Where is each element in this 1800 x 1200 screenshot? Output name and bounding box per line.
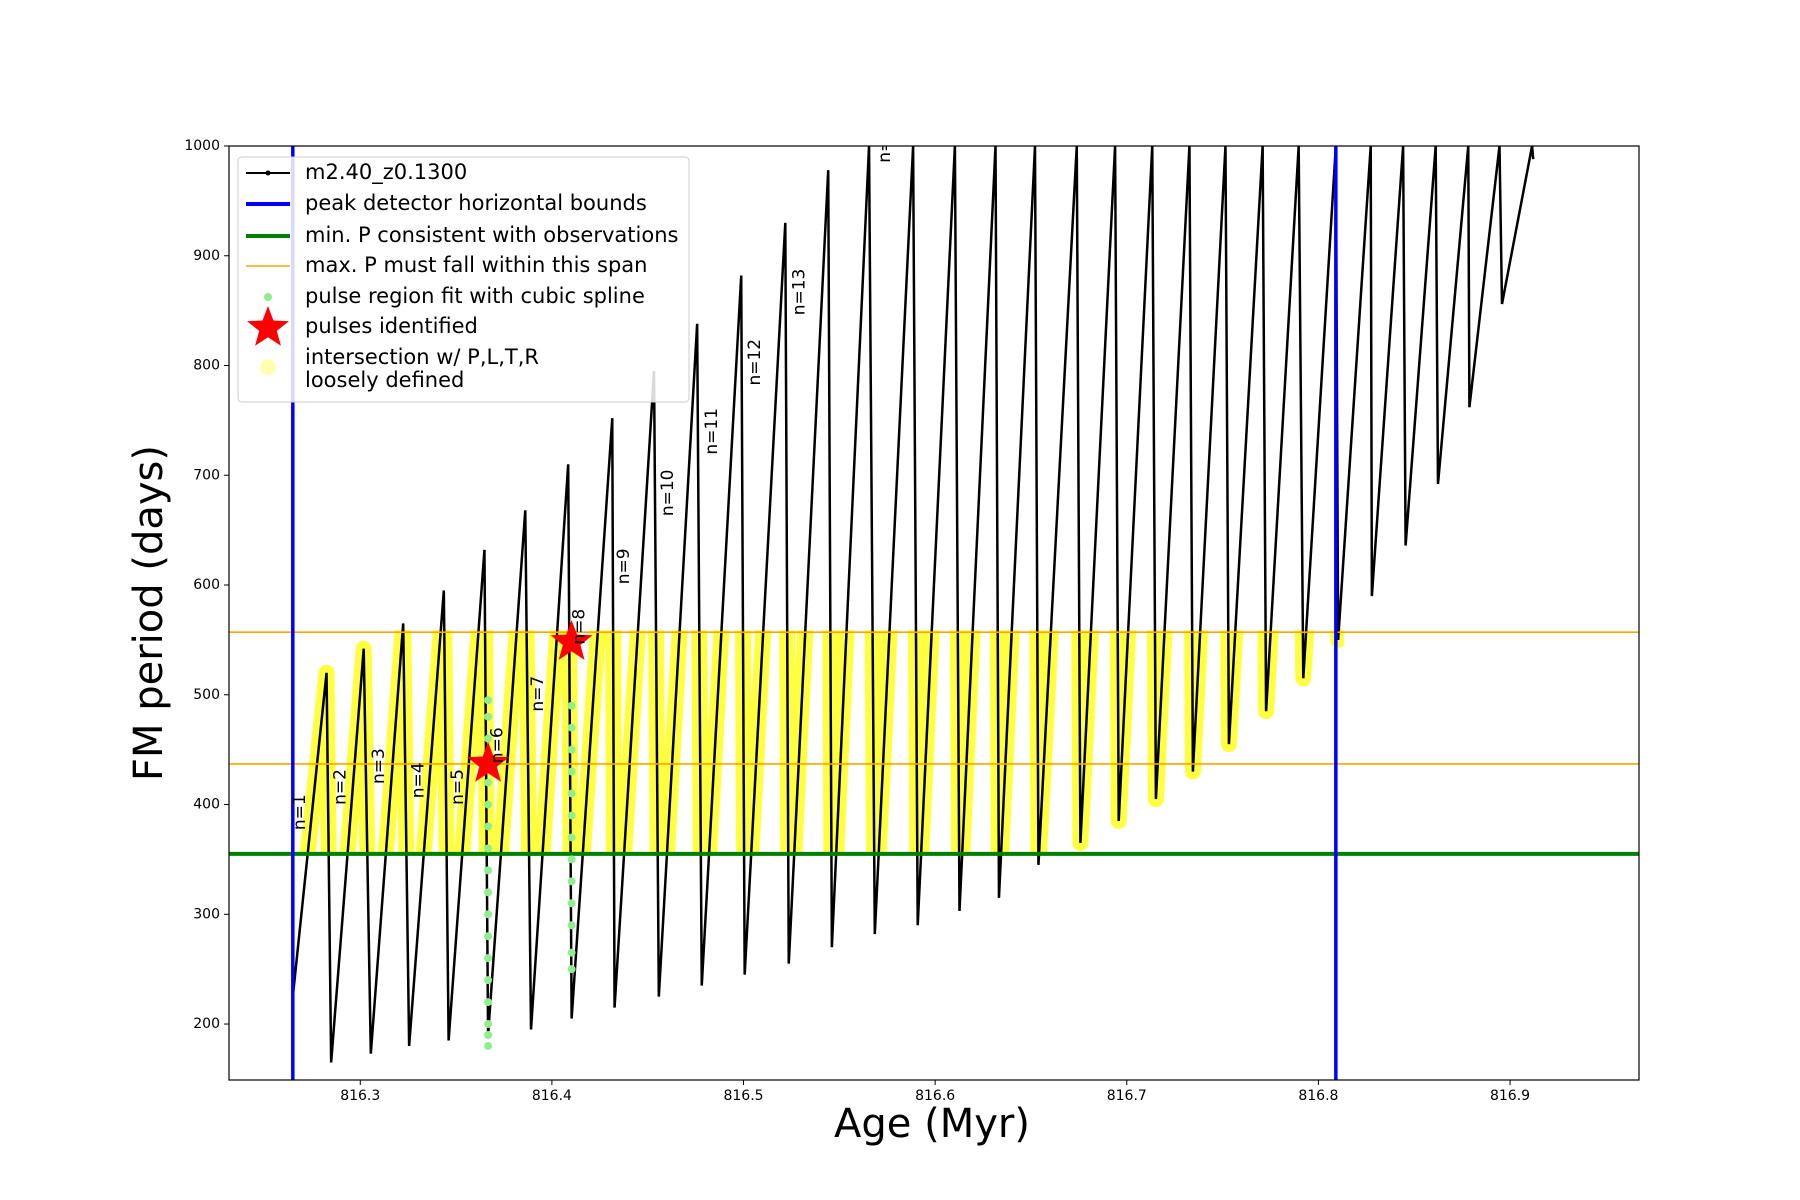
y-tick-label: 800 xyxy=(193,358,220,374)
legend-handle xyxy=(264,293,272,301)
x-tick-label: 816.3 xyxy=(340,1088,380,1104)
fit-point xyxy=(567,723,576,732)
fit-point xyxy=(484,1041,493,1050)
x-tick-label: 816.5 xyxy=(723,1088,763,1104)
pulse-number-label: n=12 xyxy=(745,339,765,386)
fit-point xyxy=(567,855,576,864)
legend-box xyxy=(237,156,690,403)
pulse-number-label: n=8 xyxy=(570,609,590,645)
pulse-number-label: n=9 xyxy=(614,548,634,584)
fit-point xyxy=(567,811,576,820)
y-tick-label: 700 xyxy=(193,467,220,483)
fit-point xyxy=(567,745,576,754)
pulse-number-label: n=6 xyxy=(487,727,507,763)
x-tick-label: 816.9 xyxy=(1490,1088,1530,1104)
y-tick-label: 500 xyxy=(193,687,220,703)
fit-point xyxy=(484,1031,493,1040)
y-tick-label: 200 xyxy=(193,1016,220,1032)
fit-point xyxy=(567,789,576,798)
fit-point xyxy=(484,800,493,809)
fit-point xyxy=(484,998,493,1007)
legend-label: max. P must fall within this span xyxy=(305,253,647,277)
fit-point xyxy=(484,888,493,897)
pulse-number-label: n=2 xyxy=(331,769,351,805)
legend-label: peak detector horizontal bounds xyxy=(305,191,647,215)
pulse-number-label: n=5 xyxy=(448,769,468,805)
fit-point xyxy=(567,921,576,930)
fit-point xyxy=(567,767,576,776)
fit-point xyxy=(484,734,493,743)
fit-point xyxy=(484,696,493,705)
x-tick-label: 816.4 xyxy=(532,1088,572,1104)
pulse-number-label: n=14 xyxy=(875,116,895,163)
fit-point xyxy=(484,822,493,831)
legend-label: pulses identified xyxy=(305,314,478,338)
x-tick-label: 816.6 xyxy=(915,1088,955,1104)
pulse-number-label: n=3 xyxy=(369,748,389,784)
legend-label: pulse region fit with cubic spline xyxy=(305,284,645,308)
y-tick-label: 900 xyxy=(193,248,220,264)
fit-point xyxy=(484,778,493,787)
fit-point xyxy=(567,877,576,886)
legend-handle xyxy=(247,306,289,346)
x-tick-label: 816.7 xyxy=(1107,1088,1147,1104)
y-tick-label: 400 xyxy=(193,797,220,813)
pulse-star xyxy=(550,620,593,660)
fit-point xyxy=(567,833,576,842)
fit-point xyxy=(567,948,576,957)
fit-point xyxy=(567,965,576,974)
fit-point xyxy=(484,712,493,721)
fit-point xyxy=(484,1020,493,1029)
plot-frame xyxy=(228,145,1640,1081)
pulse-star xyxy=(467,741,509,782)
legend-label: intersection w/ P,L,T,R loosely defined xyxy=(305,345,539,392)
legend-handle-dot xyxy=(265,170,271,176)
y-tick-label: 1000 xyxy=(184,138,220,154)
fit-point xyxy=(567,899,576,908)
pulse-number-label: n=13 xyxy=(789,269,809,316)
pulse-number-label: n=4 xyxy=(408,762,428,798)
x-tick-label: 816.8 xyxy=(1298,1088,1338,1104)
y-tick-label: 600 xyxy=(193,577,220,593)
track-line xyxy=(291,146,1535,1063)
y-axis-label: FM period (days) xyxy=(126,445,172,781)
legend-handle xyxy=(260,359,276,375)
pulse-number-label: n=11 xyxy=(702,408,722,455)
fit-point xyxy=(484,910,493,919)
pulse-number-label: n=7 xyxy=(528,676,548,712)
legend-label: min. P consistent with observations xyxy=(305,223,678,247)
fit-point xyxy=(484,866,493,875)
fit-point xyxy=(484,844,493,853)
fit-point xyxy=(484,932,493,941)
y-tick-label: 300 xyxy=(193,906,220,922)
pulse-number-label: n=1 xyxy=(290,794,310,830)
pulse-number-label: n=10 xyxy=(658,469,678,516)
fit-point xyxy=(484,954,493,963)
x-axis-label: Age (Myr) xyxy=(834,1101,1030,1147)
legend-label: m2.40_z0.1300 xyxy=(305,160,467,185)
fit-point xyxy=(484,976,493,985)
fit-point xyxy=(567,701,576,710)
